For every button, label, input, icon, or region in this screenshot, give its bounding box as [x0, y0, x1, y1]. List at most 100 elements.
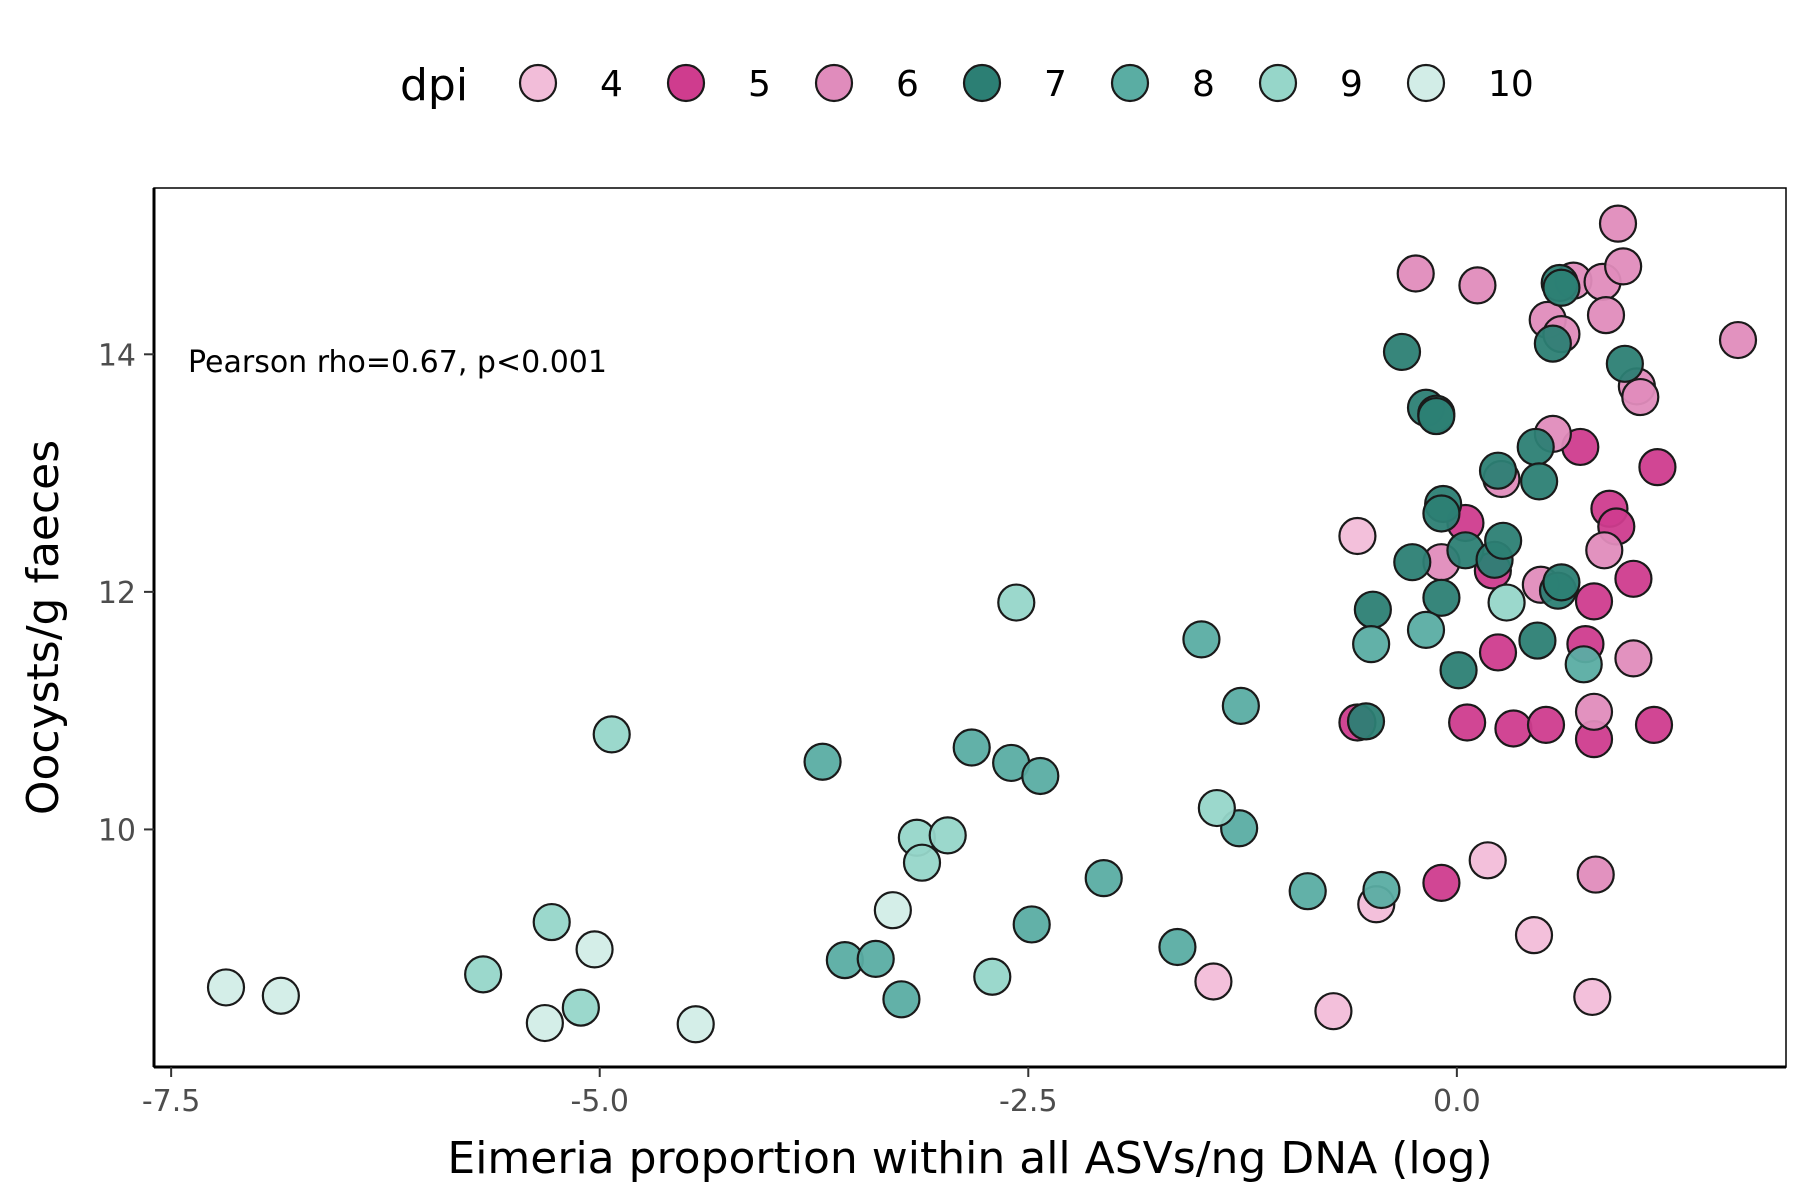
data-point	[1585, 531, 1624, 570]
data-point	[1574, 582, 1614, 621]
data-point	[1362, 870, 1401, 910]
data-point	[1604, 247, 1643, 286]
data-point	[1346, 702, 1386, 741]
legend-item-dpi-6: 6	[814, 63, 919, 105]
data-point	[928, 816, 967, 855]
series-dpi-10	[206, 891, 912, 1044]
data-point	[997, 583, 1036, 622]
legend-label: 10	[1488, 64, 1534, 105]
data-point	[1021, 756, 1060, 796]
legend-label: 4	[600, 64, 623, 105]
data-point	[1574, 692, 1614, 731]
data-point	[1718, 320, 1758, 360]
data-point	[1605, 344, 1644, 383]
y-tick-label: 12	[98, 576, 136, 611]
legend-label: 8	[1192, 64, 1215, 105]
x-axis-ticks: -7.5 -5.0 -2.5 0.0	[142, 1067, 1481, 1119]
data-point	[1638, 448, 1677, 487]
correlation-annotation: Pearson rho=0.67, p<0.001	[188, 345, 607, 380]
legend-label: 5	[748, 64, 771, 105]
data-point	[902, 843, 942, 882]
data-point	[1439, 651, 1478, 690]
legend-title: dpi	[400, 60, 468, 111]
data-point	[1422, 578, 1461, 617]
legend: dpi 4 5 6 7 8 9 10	[400, 60, 1534, 111]
data-point	[1353, 590, 1392, 629]
data-point	[1526, 705, 1566, 745]
data-point	[1484, 521, 1523, 560]
legend-key	[814, 63, 854, 103]
data-point	[1012, 905, 1051, 944]
y-axis-title: Oocysts/g faeces	[18, 440, 69, 815]
data-point	[261, 976, 300, 1015]
data-point	[1487, 583, 1526, 622]
data-point	[1614, 559, 1653, 598]
data-point	[532, 902, 571, 942]
data-point	[1494, 709, 1533, 748]
data-point	[952, 728, 991, 767]
data-point	[1338, 516, 1377, 556]
data-point	[1518, 621, 1557, 660]
data-point	[973, 957, 1012, 996]
data-point	[1314, 992, 1353, 1031]
y-axis-ticks: 10 12 14	[98, 338, 154, 848]
data-point	[1448, 703, 1487, 742]
x-tick-label: 0.0	[1433, 1084, 1481, 1119]
data-point	[1352, 625, 1391, 664]
data-point	[525, 1003, 564, 1043]
data-point	[1396, 254, 1435, 293]
series-dpi-4	[1194, 516, 1612, 1031]
x-tick-label: -2.5	[999, 1084, 1058, 1119]
data-point	[1542, 563, 1581, 602]
data-point	[1573, 977, 1612, 1017]
data-point	[1458, 266, 1497, 305]
series-dpi-7	[1346, 263, 1644, 741]
data-point	[1621, 377, 1660, 417]
legend-label: 6	[896, 64, 919, 105]
data-point	[464, 955, 503, 994]
legend-items: 4 5 6 7 8 9 10	[518, 63, 1534, 105]
data-point	[1417, 396, 1456, 436]
legend-item-dpi-4: 4	[518, 63, 623, 105]
data-point	[1614, 639, 1653, 678]
legend-label: 7	[1044, 64, 1067, 105]
data-point	[1533, 324, 1572, 363]
data-point	[1422, 494, 1461, 533]
data-point	[1586, 295, 1626, 335]
data-point	[1194, 962, 1233, 1001]
data-point	[1288, 872, 1327, 911]
y-tick-label: 14	[98, 338, 136, 373]
data-point	[1520, 462, 1559, 501]
series-dpi-8	[803, 610, 1603, 1019]
legend-key	[962, 63, 1002, 103]
data-point	[1382, 332, 1422, 372]
data-point	[803, 742, 842, 781]
data-point	[1478, 451, 1518, 490]
legend-key	[666, 63, 706, 103]
data-point	[873, 891, 912, 930]
data-point	[1516, 427, 1555, 467]
data-point	[1478, 633, 1518, 672]
legend-item-dpi-10: 10	[1406, 63, 1534, 105]
data-point	[856, 939, 895, 979]
legend-item-dpi-5: 5	[666, 63, 771, 105]
data-point	[1158, 927, 1197, 967]
data-point	[882, 980, 921, 1019]
data-point	[1422, 863, 1461, 902]
plot-area: -7.5 -5.0 -2.5 0.0 10 12 14 Pearson rho=0.67,…	[98, 187, 1787, 1119]
data-point	[1598, 204, 1638, 243]
data-point	[575, 930, 614, 969]
data-point	[561, 988, 600, 1027]
data-point	[1468, 841, 1507, 880]
legend-key	[1406, 63, 1446, 103]
legend-item-dpi-9: 9	[1258, 63, 1363, 105]
data-point	[1564, 645, 1603, 684]
data-point	[1634, 705, 1674, 745]
data-point	[1221, 686, 1260, 725]
data-point	[1182, 620, 1221, 659]
data-point	[1542, 268, 1581, 307]
legend-key	[1110, 63, 1150, 103]
data-point	[206, 968, 246, 1007]
data-points	[206, 204, 1758, 1044]
